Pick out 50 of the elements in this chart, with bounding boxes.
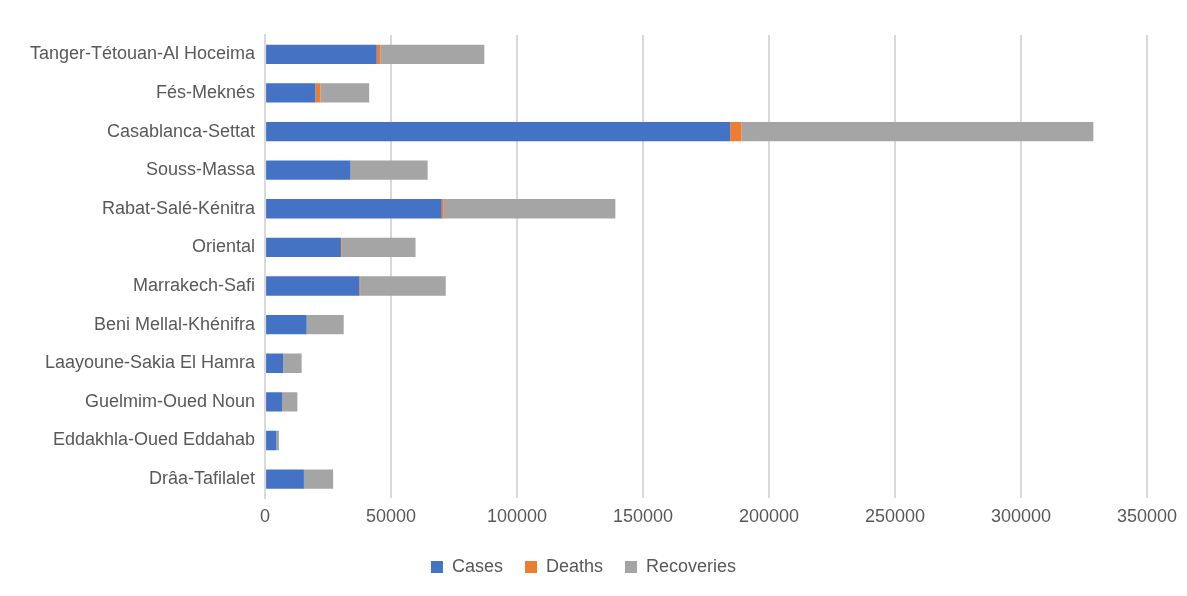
x-tick-label: 350000 bbox=[1116, 506, 1178, 527]
bar bbox=[276, 430, 279, 451]
y-tick-label: Fés-Meknés bbox=[156, 81, 256, 102]
bar bbox=[441, 199, 444, 219]
legend-label: Recoveries bbox=[646, 555, 737, 576]
x-tick-label: 50000 bbox=[366, 506, 417, 527]
bar bbox=[303, 469, 334, 489]
y-tick-label: Beni Mellal-Khénifra bbox=[94, 313, 257, 334]
y-tick-label: Tanger-Tétouan-Al Hoceima bbox=[30, 43, 257, 64]
x-tick-label: 150000 bbox=[613, 506, 674, 527]
bar bbox=[266, 83, 316, 103]
bar bbox=[266, 314, 307, 335]
bar bbox=[266, 276, 360, 296]
bar bbox=[350, 160, 428, 180]
bar bbox=[266, 160, 351, 180]
x-tick-label: 200000 bbox=[739, 506, 800, 527]
bar bbox=[741, 121, 1094, 142]
legend-label: Deaths bbox=[545, 555, 604, 576]
bar bbox=[320, 83, 370, 103]
y-tick-label: Oriental bbox=[192, 236, 256, 257]
bar bbox=[306, 314, 344, 335]
bar bbox=[315, 83, 321, 103]
y-tick-label: Casablanca-Settat bbox=[107, 120, 256, 141]
y-tick-label: Souss-Massa bbox=[146, 159, 257, 180]
bar bbox=[266, 44, 377, 64]
bar bbox=[283, 353, 302, 373]
bar bbox=[266, 392, 282, 412]
x-tick-label: 300000 bbox=[990, 506, 1052, 527]
bar bbox=[266, 430, 277, 451]
x-tick-label: 0 bbox=[260, 506, 271, 527]
bar bbox=[266, 199, 442, 219]
y-tick-label: Eddakhla-Oued Eddahab bbox=[52, 429, 256, 450]
legend-label: Cases bbox=[451, 555, 503, 576]
y-tick-label: Drâa-Tafilalet bbox=[149, 468, 256, 489]
bar bbox=[380, 44, 485, 64]
bar bbox=[266, 121, 731, 142]
bar bbox=[266, 353, 284, 373]
bar bbox=[360, 276, 446, 296]
x-tick-label: 250000 bbox=[864, 506, 926, 527]
bar bbox=[266, 469, 304, 489]
y-tick-label: Rabat-Salé-Kénitra bbox=[102, 197, 257, 218]
y-tick-label: Guelmim-Oued Noun bbox=[85, 390, 256, 411]
bar bbox=[730, 121, 742, 142]
x-tick-label: 100000 bbox=[487, 506, 548, 527]
y-tick-label: Laayoune-Sakia El Hamra bbox=[44, 352, 257, 373]
y-tick-label: Marrakech-Safi bbox=[133, 274, 256, 295]
bar bbox=[281, 392, 298, 412]
bar bbox=[266, 237, 341, 258]
bar bbox=[443, 199, 616, 219]
bar bbox=[341, 237, 416, 258]
